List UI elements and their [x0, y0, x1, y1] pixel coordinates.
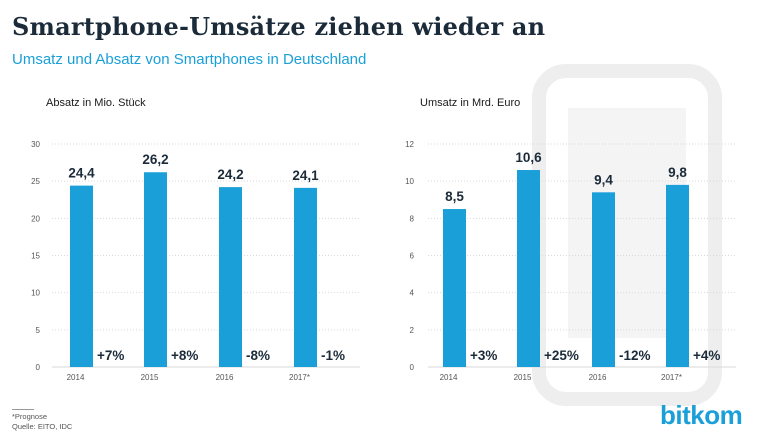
- bar-2014: [70, 185, 93, 367]
- change-label: -12%: [619, 348, 651, 363]
- value-label: 24,4: [68, 166, 95, 181]
- change-label: -1%: [321, 348, 345, 363]
- chart-title: Umsatz in Mrd. Euro: [420, 97, 520, 109]
- value-label: 10,6: [515, 150, 542, 165]
- y-tick-label: 30: [31, 140, 40, 149]
- x-tick-label: 2016: [216, 373, 234, 382]
- change-label: +3%: [470, 348, 497, 363]
- x-tick-label: 2017*: [289, 373, 310, 382]
- bar-2015: [144, 172, 167, 367]
- change-label: +25%: [544, 348, 579, 363]
- change-label: +4%: [693, 348, 720, 363]
- chart-title: Absatz in Mio. Stück: [46, 97, 146, 109]
- bitkom-logo: bitkom: [660, 400, 743, 430]
- x-tick-label: 2017*: [661, 373, 682, 382]
- change-label: +8%: [171, 348, 198, 363]
- bar-2016: [592, 192, 615, 367]
- y-tick-label: 5: [36, 326, 41, 335]
- chart-umsatz: Umsatz in Mrd. Euro 0 2 4 6 8 10 12 8,5 +3% 2014 10…: [405, 97, 736, 382]
- y-tick-label: 8: [410, 214, 415, 223]
- x-tick-label: 2016: [589, 373, 607, 382]
- x-tick-label: 2015: [514, 373, 532, 382]
- y-tick-label: 20: [31, 214, 40, 223]
- y-tick-label: 6: [410, 252, 415, 261]
- value-label: 24,2: [217, 167, 243, 182]
- y-tick-label: 25: [31, 177, 40, 186]
- x-tick-label: 2015: [141, 373, 159, 382]
- value-label: 8,5: [445, 189, 464, 204]
- y-tick-label: 2: [410, 326, 415, 335]
- y-tick-label: 4: [410, 289, 415, 298]
- page-subtitle: Umsatz und Absatz von Smartphones in Deu…: [12, 51, 367, 68]
- value-label: 26,2: [142, 152, 168, 167]
- footnote: *Prognose Quelle: EITO, IDC: [12, 409, 72, 432]
- y-tick-label: 10: [405, 177, 414, 186]
- change-label: +7%: [97, 348, 124, 363]
- y-tick-label: 10: [31, 289, 40, 298]
- value-label: 9,8: [668, 165, 687, 180]
- bar-2015: [517, 170, 540, 367]
- value-label: 24,1: [292, 168, 319, 183]
- page-title: Smartphone-Umsätze ziehen wieder an: [12, 12, 546, 41]
- footnote-rule: [12, 409, 34, 410]
- chart-absatz: Absatz in Mio. Stück 0 5 10 15 20 25 30 24,4 +7% 2…: [31, 97, 360, 382]
- bar-2017*: [666, 184, 689, 367]
- value-label: 9,4: [594, 172, 613, 187]
- y-tick-label: 0: [410, 363, 415, 372]
- change-label: -8%: [246, 348, 270, 363]
- bar-2017*: [294, 187, 317, 367]
- footnote-source: Quelle: EITO, IDC: [12, 422, 73, 431]
- footnote-prognose: *Prognose: [12, 412, 48, 421]
- y-tick-label: 15: [31, 252, 40, 261]
- y-tick-label: 12: [405, 140, 414, 149]
- y-tick-label: 0: [36, 363, 41, 372]
- x-tick-label: 2014: [67, 373, 85, 382]
- bar-2016: [219, 187, 242, 367]
- x-tick-label: 2014: [440, 373, 458, 382]
- bar-2014: [443, 209, 466, 367]
